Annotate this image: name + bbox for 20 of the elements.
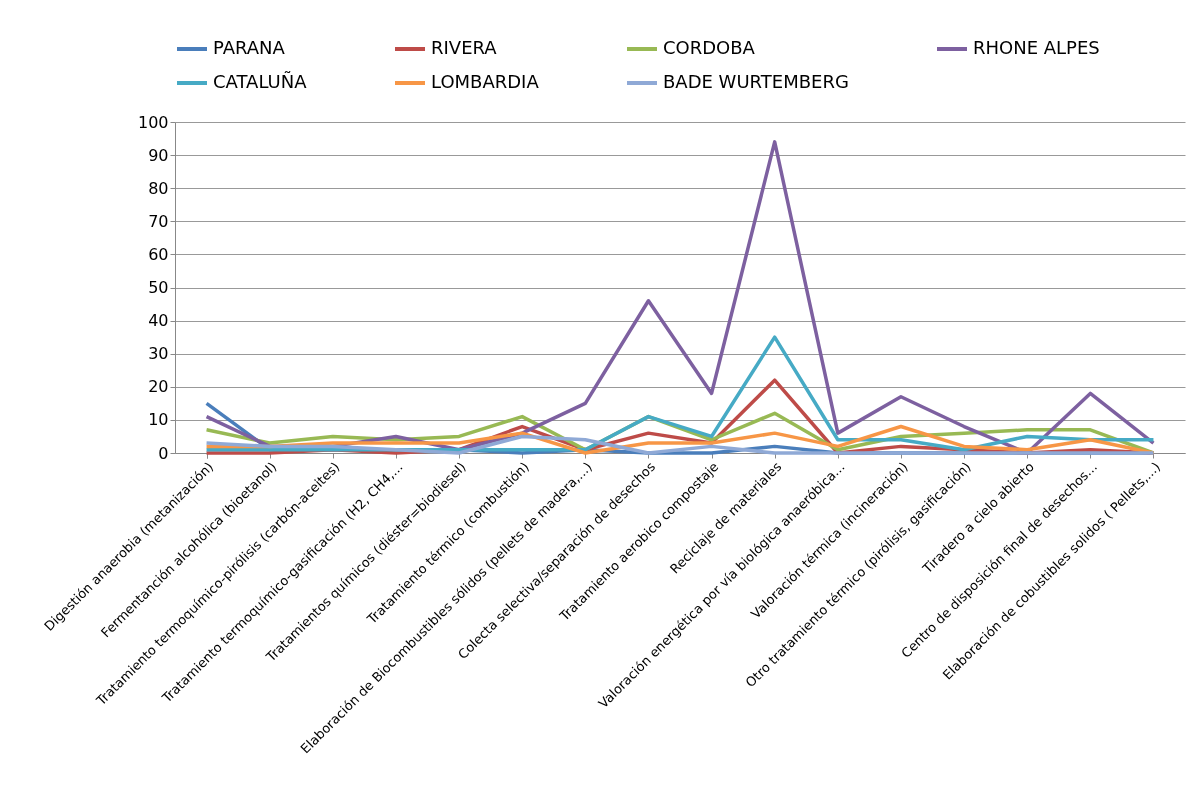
legend-label: RHONE ALPES [973,37,1100,58]
y-tick-label: 60 [148,244,169,264]
legend-label: PARANA [213,37,286,58]
y-tick-label: 0 [158,443,169,463]
y-tick-label: 100 [137,112,169,132]
y-tick-label: 30 [148,344,169,364]
y-tick-label: 70 [148,211,169,231]
legend-label: CORDOBA [663,37,756,58]
line-series [204,434,1156,455]
y-tick-label: 10 [148,410,169,430]
legend-label: LOMBARDIA [431,71,540,92]
line-series [204,424,1156,455]
y-tick-label: 20 [148,377,169,397]
legend-label: RIVERA [431,37,498,58]
y-tick-label: 50 [148,278,169,297]
y-tick-label: 90 [148,145,169,165]
y-tick-label: 80 [148,178,169,198]
legend-label: CATALUÑA [213,71,308,92]
legend-label: BADE WURTEMBERG [663,71,849,92]
y-tick-label: 40 [148,311,169,331]
